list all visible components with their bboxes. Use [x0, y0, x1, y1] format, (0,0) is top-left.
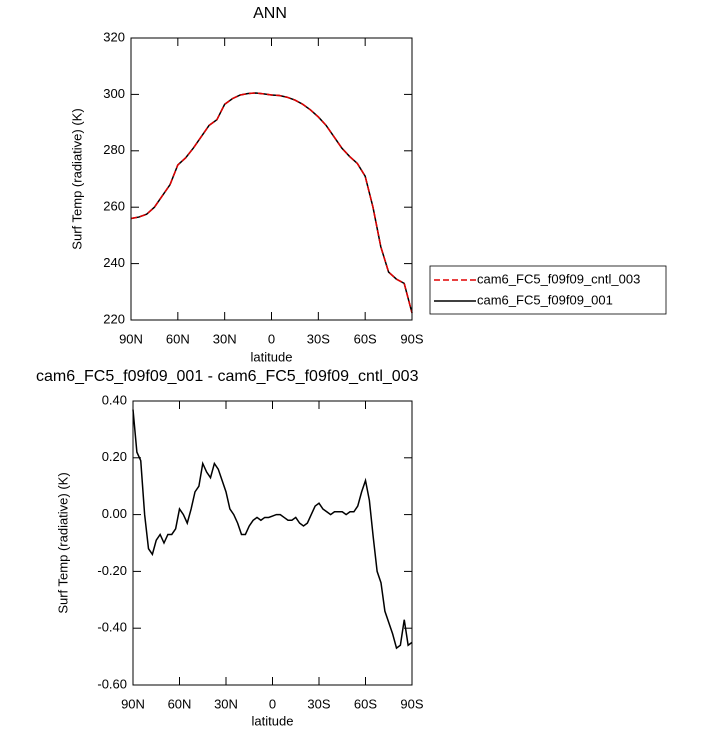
- chart-title: ANN: [253, 5, 287, 22]
- chart-title: cam6_FC5_f09f09_001 - cam6_FC5_f09f09_cn…: [36, 368, 419, 385]
- x-tick-label: 30S: [307, 331, 330, 346]
- y-axis-label: Surf Temp (radiative) (K): [55, 472, 70, 613]
- x-tick-label: 90S: [400, 696, 423, 711]
- x-tick-label: 60N: [166, 331, 190, 346]
- y-tick-label: -0.40: [97, 620, 127, 635]
- x-tick-label: 90S: [400, 331, 423, 346]
- y-tick-label: 260: [103, 199, 125, 214]
- x-tick-label: 0: [269, 696, 276, 711]
- x-tick-label: 60S: [354, 696, 377, 711]
- y-tick-label: 0.00: [102, 506, 127, 521]
- data-line: [130, 92, 413, 314]
- x-tick-label: 30N: [213, 331, 237, 346]
- plot-frame: [132, 400, 413, 686]
- x-axis-label: latitude: [251, 349, 293, 364]
- y-tick-label: 0.20: [102, 449, 127, 464]
- x-tick-label: 90N: [121, 696, 145, 711]
- x-tick-label: 90N: [119, 331, 143, 346]
- y-tick-label: 0.40: [102, 392, 127, 407]
- x-axis-label: latitude: [252, 713, 294, 728]
- y-tick-label: 300: [103, 86, 125, 101]
- y-axis-label: Surf Temp (radiative) (K): [69, 108, 84, 249]
- x-tick-label: 60S: [354, 331, 377, 346]
- plot-frame: [130, 37, 413, 321]
- y-tick-label: -0.60: [97, 676, 127, 691]
- legend-box: [429, 265, 667, 315]
- data-line: [130, 92, 413, 314]
- legend-label: cam6_FC5_f09f09_cntl_003: [477, 271, 640, 286]
- x-tick-label: 0: [268, 331, 275, 346]
- y-tick-label: 280: [103, 142, 125, 157]
- legend-label: cam6_FC5_f09f09_001: [477, 292, 613, 307]
- y-tick-label: -0.20: [97, 563, 127, 578]
- y-tick-label: 320: [103, 29, 125, 44]
- data-line: [132, 409, 413, 650]
- x-tick-label: 60N: [168, 696, 192, 711]
- y-tick-label: 240: [103, 255, 125, 270]
- x-tick-label: 30S: [307, 696, 330, 711]
- x-tick-label: 30N: [214, 696, 238, 711]
- y-tick-label: 220: [103, 311, 125, 326]
